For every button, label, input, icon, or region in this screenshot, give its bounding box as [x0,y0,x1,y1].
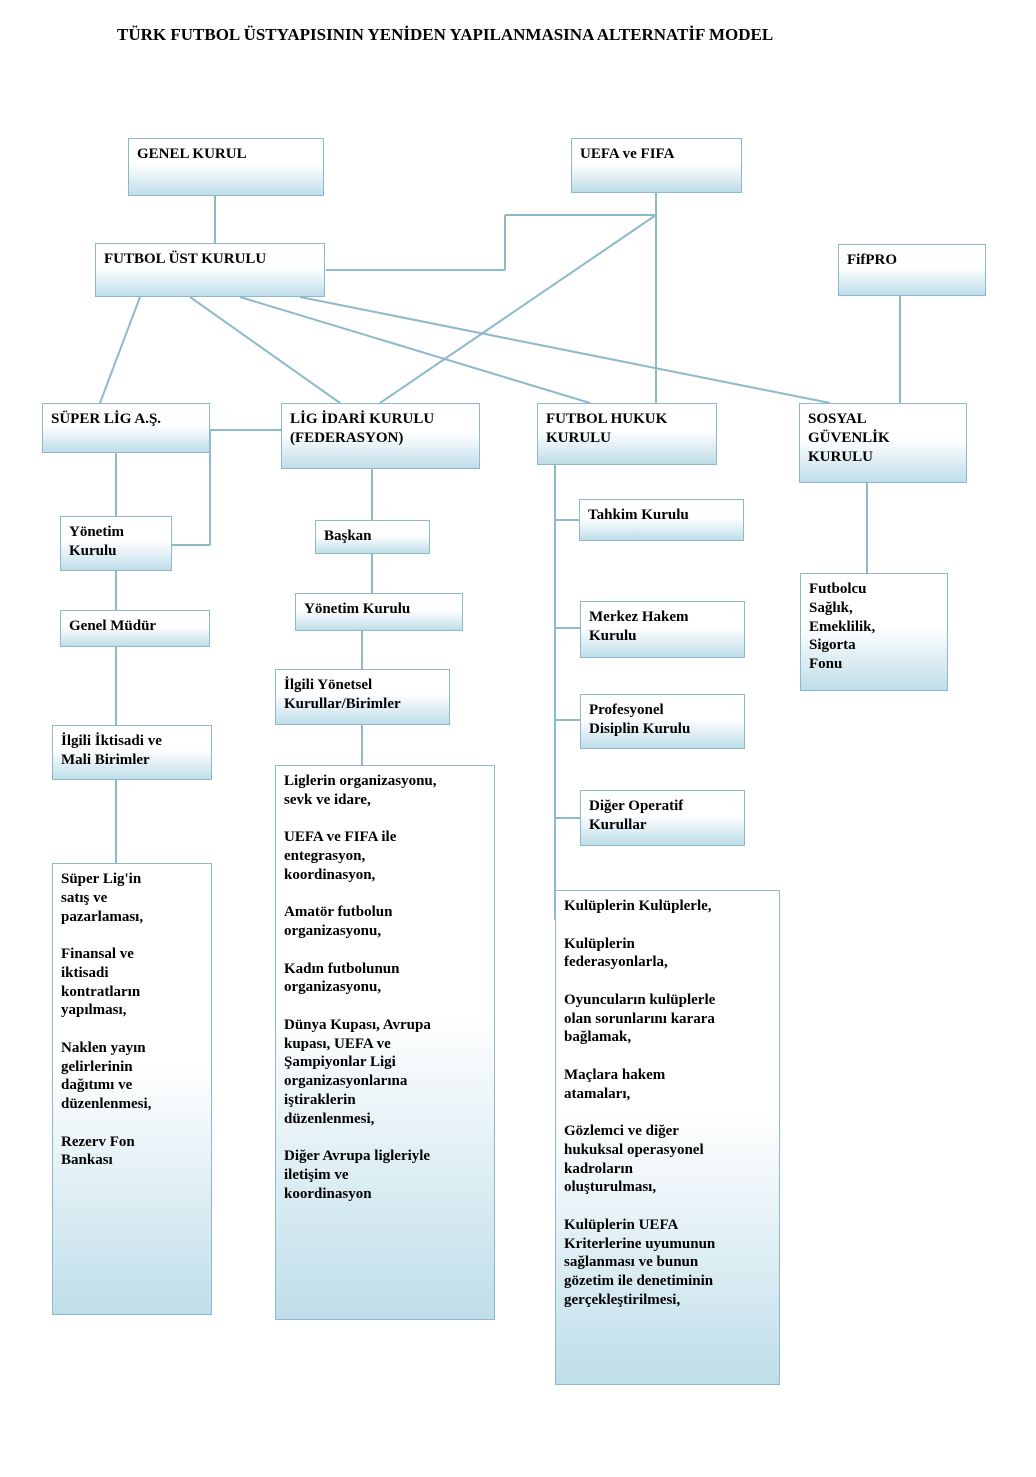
node-merkez-hakem: Merkez Hakem Kurulu [580,601,745,658]
node-ilgili-yonetsel: İlgili Yönetsel Kurullar/Birimler [275,669,450,725]
node-futbol-hukuk: FUTBOL HUKUK KURULU [537,403,717,465]
node-tahkim: Tahkim Kurulu [579,499,744,541]
node-super-lig-text: Süper Lig'in satış ve pazarlaması, Finan… [52,863,212,1315]
node-hukuk-text: Kulüplerin Kulüplerle, Kulüplerin federa… [555,890,780,1385]
node-diger-operatif: Diğer Operatif Kurullar [580,790,745,846]
node-yonetim-kurulu-2: Yönetim Kurulu [295,593,463,631]
node-uefa-fifa: UEFA ve FIFA [571,138,742,193]
node-sosyal: SOSYAL GÜVENLİK KURULU [799,403,967,483]
node-baskan: Başkan [315,520,430,554]
chart-title: TÜRK FUTBOL ÜSTYAPISININ YENİDEN YAPILAN… [117,25,773,45]
node-super-lig: SÜPER LİG A.Ş. [42,403,210,453]
node-prof-disiplin: Profesyonel Disiplin Kurulu [580,694,745,749]
node-lig-text: Liglerin organizasyonu, sevk ve idare, U… [275,765,495,1320]
node-futbol-ust: FUTBOL ÜST KURULU [95,243,325,297]
node-fifpro: FifPRO [838,244,986,296]
node-lig-idari: LİG İDARİ KURULU (FEDERASYON) [281,403,480,469]
org-chart-canvas: TÜRK FUTBOL ÜSTYAPISININ YENİDEN YAPILAN… [0,0,1036,1477]
node-genel-kurul: GENEL KURUL [128,138,324,196]
node-yonetim-kurulu-1: Yönetim Kurulu [60,516,172,571]
node-ilgili-iktisadi: İlgili İktisadi ve Mali Birimler [52,725,212,780]
node-fon: Futbolcu Sağlık, Emeklilik, Sigorta Fonu [800,573,948,691]
node-genel-mudur: Genel Müdür [60,610,210,647]
